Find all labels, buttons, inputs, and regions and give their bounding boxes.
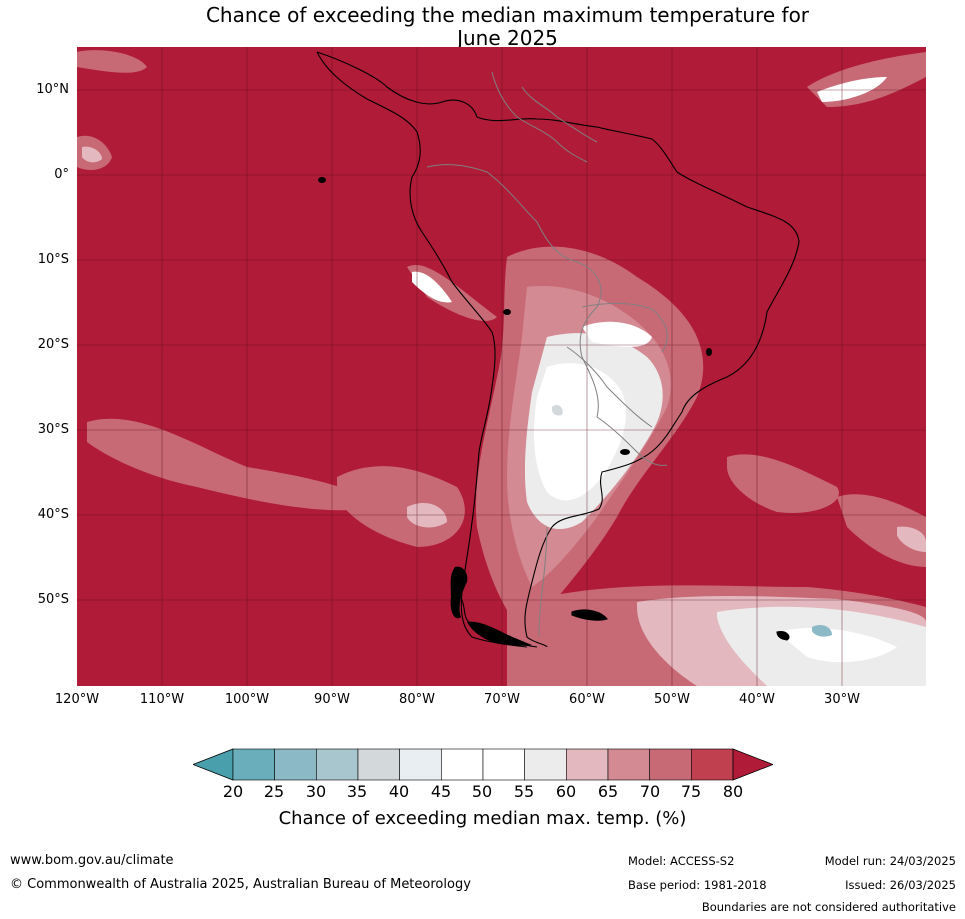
colorbar-segment xyxy=(607,748,650,781)
colorbar-tick-60: 60 xyxy=(555,782,577,801)
colorbar-tick-65: 65 xyxy=(597,782,619,801)
lon-label-90w: 90°W xyxy=(314,692,350,707)
colorbar xyxy=(193,748,773,781)
colorbar-tick-25: 25 xyxy=(263,782,285,801)
colorbar-tick-40: 40 xyxy=(388,782,410,801)
map-canvas xyxy=(77,47,926,686)
colorbar-segment xyxy=(691,748,734,781)
colorbar-arrow-low xyxy=(193,748,234,781)
title-line-2: June 2025 xyxy=(457,26,558,50)
southern-islands xyxy=(450,566,532,646)
lat-label-10n: 10°N xyxy=(36,82,69,97)
lon-label-100w: 100°W xyxy=(224,692,270,707)
lat-label-50s: 50°S xyxy=(37,592,69,607)
colorbar-tick-75: 75 xyxy=(680,782,702,801)
model-run-text: Model run: 24/03/2025 xyxy=(824,854,956,868)
colorbar-segment xyxy=(482,748,525,781)
lon-label-120w: 120°W xyxy=(54,692,100,707)
lat-label-10s: 10°S xyxy=(37,252,69,267)
model-text: Model: ACCESS-S2 xyxy=(628,854,735,868)
base-period-text: Base period: 1981-2018 xyxy=(628,878,767,892)
lat-label-30s: 30°S xyxy=(37,422,69,437)
colorbar-segment xyxy=(274,748,317,781)
colorbar-segment xyxy=(524,748,567,781)
land-anomaly-patches xyxy=(476,246,704,637)
website-link[interactable]: www.bom.gov.au/climate xyxy=(10,853,174,868)
colorbar-tick-55: 55 xyxy=(513,782,535,801)
colorbar-segment xyxy=(399,748,442,781)
colorbar-segment xyxy=(441,748,484,781)
colorbar-tick-50: 50 xyxy=(471,782,493,801)
ocean-anomaly-patches xyxy=(77,50,926,686)
colorbar-tick-30: 30 xyxy=(305,782,327,801)
colorbar-tick-35: 35 xyxy=(346,782,368,801)
copyright-text: © Commonwealth of Australia 2025, Austra… xyxy=(10,877,471,892)
lon-label-60w: 60°W xyxy=(569,692,605,707)
lon-label-40w: 40°W xyxy=(739,692,775,707)
colorbar-segment xyxy=(649,748,692,781)
colorbar-segment xyxy=(566,748,609,781)
national-borders xyxy=(426,71,668,638)
colorbar-tick-45: 45 xyxy=(430,782,452,801)
issued-text: Issued: 26/03/2025 xyxy=(845,878,956,892)
lon-label-110w: 110°W xyxy=(139,692,185,707)
lat-label-0: 0° xyxy=(54,167,69,182)
colorbar-segment xyxy=(357,748,400,781)
lat-label-40s: 40°S xyxy=(37,507,69,522)
title-line-1: Chance of exceeding the median maximum t… xyxy=(205,3,810,27)
colorbar-label: Chance of exceeding median max. temp. (%… xyxy=(278,808,687,829)
lon-label-50w: 50°W xyxy=(654,692,690,707)
chart-title: Chance of exceeding the median maximum t… xyxy=(0,4,965,50)
disclaimer-text: Boundaries are not considered authoritat… xyxy=(701,900,956,914)
colorbar-tick-20: 20 xyxy=(222,782,244,801)
lon-label-80w: 80°W xyxy=(399,692,435,707)
colorbar-tick-70: 70 xyxy=(639,782,661,801)
lon-label-70w: 70°W xyxy=(484,692,520,707)
map-panel[interactable] xyxy=(77,47,926,686)
colorbar-segment xyxy=(316,748,359,781)
colorbar-arrow-high xyxy=(732,748,773,781)
colorbar-segment xyxy=(232,748,275,781)
colorbar-tick-80: 80 xyxy=(722,782,744,801)
lat-label-20s: 20°S xyxy=(37,337,69,352)
lon-label-30w: 30°W xyxy=(824,692,860,707)
inland-lakes xyxy=(318,177,712,455)
